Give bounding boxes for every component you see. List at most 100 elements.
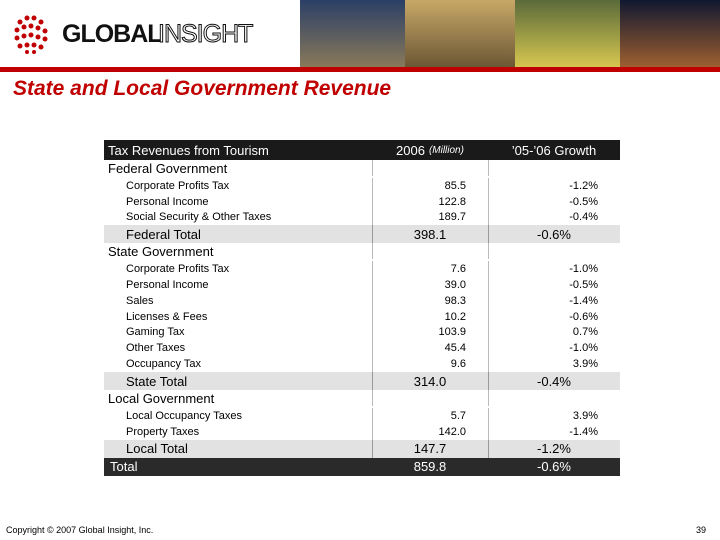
item-value: 189.7 (438, 211, 466, 224)
header-graphics (0, 0, 720, 72)
item-value: 103.9 (438, 326, 466, 339)
section-row (104, 243, 620, 260)
item-value: 7.6 (450, 263, 466, 276)
item-row (104, 408, 620, 424)
item-growth: 0.7% (572, 326, 598, 339)
item-value: 45.4 (444, 342, 466, 355)
total-row (104, 225, 620, 244)
item-growth: -1.4% (569, 425, 598, 438)
total-label: State Total (126, 373, 188, 389)
item-row (104, 193, 620, 210)
photo (515, 0, 620, 68)
column-divider (372, 193, 373, 210)
column-divider (372, 423, 373, 440)
item-row (104, 308, 620, 325)
column-divider (488, 423, 489, 440)
item-growth: 3.9% (572, 409, 598, 422)
section-name: Federal Government (108, 160, 228, 176)
total-row (104, 439, 620, 458)
total-label: Federal Total (126, 226, 201, 242)
column-divider (488, 356, 489, 372)
item-label: Corporate Profits Tax (126, 179, 230, 192)
photo (300, 0, 405, 68)
column-divider (372, 293, 373, 309)
column-divider (488, 308, 489, 325)
column-divider (488, 408, 489, 424)
column-divider (488, 390, 489, 406)
item-value: 122.8 (438, 195, 466, 208)
item-growth: -1.4% (569, 294, 598, 307)
column-divider (372, 178, 373, 194)
column-divider (372, 439, 373, 458)
grand-total-row (104, 457, 620, 476)
column-divider (488, 225, 489, 244)
grand-total-growth: -0.6% (537, 459, 571, 475)
item-growth: 3.9% (572, 358, 598, 371)
column-divider (372, 261, 373, 278)
column-divider (372, 308, 373, 325)
item-growth: -0.5% (569, 279, 598, 292)
column-divider (488, 160, 489, 176)
column-divider (372, 160, 373, 176)
column-divider (372, 390, 373, 406)
red-bar (0, 67, 720, 72)
item-label: Social Security & Other Taxes (126, 211, 272, 224)
item-row (104, 340, 620, 357)
column-divider (488, 277, 489, 293)
item-label: Occupancy Tax (126, 358, 202, 371)
item-row (104, 423, 620, 440)
item-value: 9.6 (450, 358, 466, 371)
column-divider (488, 261, 489, 278)
item-label: Property Taxes (126, 425, 200, 438)
item-row (104, 261, 620, 278)
page-number: 39 (696, 525, 707, 535)
column-divider (488, 209, 489, 226)
column-divider (372, 408, 373, 424)
item-label: Personal Income (126, 279, 209, 292)
logo-text: INSIGHT (157, 20, 253, 49)
item-row (104, 178, 620, 194)
column-divider (488, 372, 489, 390)
column-divider (372, 356, 373, 372)
item-row (104, 209, 620, 226)
slide-title: State and Local Government Revenue (13, 77, 392, 100)
total-growth: -0.6% (537, 226, 571, 242)
column-divider (488, 178, 489, 194)
item-label: Sales (126, 294, 154, 307)
total-value: 398.1 (413, 226, 447, 242)
header-text: 2006 (396, 142, 425, 158)
grand-total-label: Total (110, 459, 138, 475)
column-divider (372, 277, 373, 293)
header-unit: (Million) (428, 144, 464, 156)
column-divider (372, 243, 373, 260)
item-value: 98.3 (444, 294, 466, 307)
item-label: Gaming Tax (126, 326, 185, 339)
item-value: 39.0 (444, 279, 466, 292)
item-growth: -1.0% (569, 263, 598, 276)
item-growth: -0.5% (569, 195, 598, 208)
total-growth: -1.2% (537, 441, 571, 457)
item-value: 142.0 (438, 425, 466, 438)
column-divider (488, 243, 489, 260)
copyright: Copyright © 2007 Global Insight, Inc. (6, 525, 154, 535)
item-row (104, 277, 620, 293)
section-row (104, 390, 620, 406)
item-label: Personal Income (126, 195, 209, 208)
column-divider (488, 439, 489, 458)
item-row (104, 324, 620, 341)
total-value: 314.0 (413, 373, 447, 389)
column-divider (488, 340, 489, 357)
item-growth: -1.2% (569, 179, 598, 192)
column-divider (372, 340, 373, 357)
item-label: Corporate Profits Tax (126, 263, 230, 276)
photo (620, 0, 720, 68)
item-label: Licenses & Fees (126, 310, 208, 323)
total-growth: -0.4% (537, 373, 571, 389)
total-row (104, 372, 620, 390)
column-divider (488, 293, 489, 309)
item-value: 5.7 (450, 409, 466, 422)
logo-text: GLOBAL (62, 20, 163, 48)
item-growth: -0.6% (569, 310, 598, 323)
header-cell: ’05-’06 Growth (511, 142, 597, 158)
